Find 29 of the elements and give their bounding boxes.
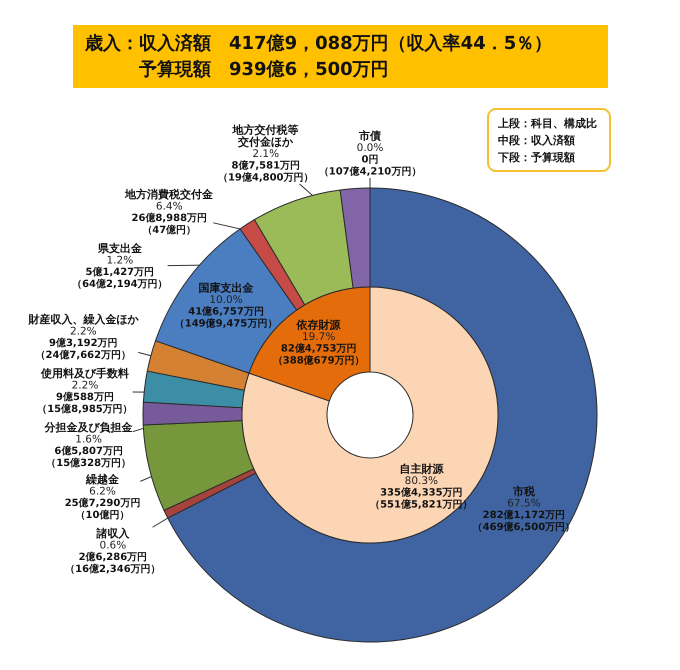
text: 0.0%0円（107億4,210万円） bbox=[318, 142, 422, 178]
data-label: 80.3%335億4,335万円（551億5,821万円） bbox=[370, 475, 473, 511]
data-label: 2.1%8億7,581万円（19億4,800万円） bbox=[218, 148, 314, 184]
chart-title: 歳入：収入済額 417億9，088万円（収入率44．5％） bbox=[85, 32, 554, 56]
note-box: 上段：科目、構成比 中段：収入済額 下段：予算現額 bbox=[487, 108, 611, 172]
slice-label: 市税 bbox=[512, 484, 536, 498]
data-label: 2.2%9億3,192万円（24億7,662万円） bbox=[36, 326, 132, 362]
data-label: 19.7%82億4,753万円（388億679万円） bbox=[272, 330, 365, 366]
data-label: 6.2%25億7,290万円（10億円） bbox=[64, 486, 140, 522]
data-label: 1.6%6億5,807万円（15億328万円） bbox=[46, 433, 132, 469]
slice-label: 地方交付税等交付金ほか bbox=[232, 124, 299, 149]
slice-label: 自主財源 bbox=[399, 462, 444, 476]
slice-label: 地方消費税交付金 bbox=[124, 188, 214, 202]
slice-label: 財産収入、繰入金ほか bbox=[27, 313, 140, 326]
slice-label: 依存財源 bbox=[296, 318, 342, 332]
data-label: 2.2%9億588万円（15億8,985万円） bbox=[37, 380, 133, 416]
data-label: 67.5%282億1,172万円（469億6,500万円） bbox=[472, 497, 576, 533]
slice-label: 繰越金 bbox=[84, 473, 120, 486]
slice-label: 使用料及び手数料 bbox=[40, 367, 129, 380]
data-label: 1.2%5億1,427万円（64億2,194万円） bbox=[72, 254, 168, 290]
data-label: 10.0%41億6,757万円（149億9,475万円） bbox=[174, 294, 278, 330]
slice-label: 国庫支出金 bbox=[198, 282, 254, 295]
category-label: 市債 bbox=[359, 130, 381, 142]
slice-label: 県支出金 bbox=[96, 242, 143, 255]
data-label: 6.4%26億8,988万円（47億円） bbox=[131, 200, 208, 236]
slice-label: 諸収入 bbox=[95, 526, 130, 540]
data-label: 0.6%2億6,286万円（16億2,346万円） bbox=[65, 539, 161, 575]
slice-label: 分担金及び負担金 bbox=[44, 420, 134, 434]
chart-subtitle: 予算現額 939億6，500万円 bbox=[138, 58, 390, 82]
